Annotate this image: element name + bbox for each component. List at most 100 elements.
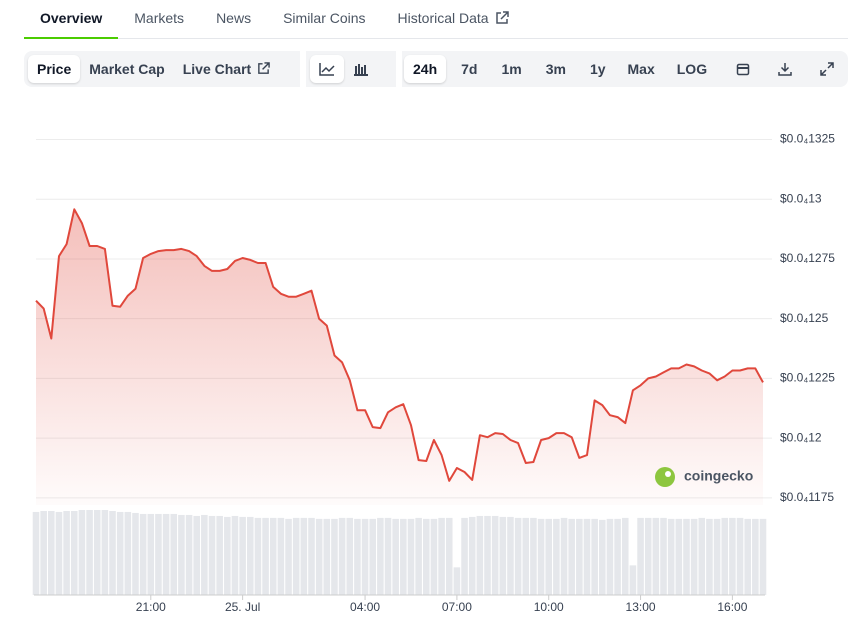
- range-button[interactable]: Max: [627, 61, 655, 77]
- candle-icon: [354, 64, 368, 76]
- volume-bar: [553, 518, 560, 595]
- range-button[interactable]: 24h: [404, 55, 447, 83]
- volume-bar: [606, 518, 614, 595]
- x-tick-label: 07:00: [442, 600, 472, 614]
- tab[interactable]: News: [216, 10, 252, 26]
- volume-bar: [568, 518, 575, 595]
- volume-bar: [522, 517, 530, 595]
- tab[interactable]: Overview: [24, 0, 119, 39]
- button-label: Live Chart: [182, 61, 252, 77]
- volume-bar: [530, 517, 537, 595]
- volume-bar: [109, 510, 116, 595]
- volume-bar: [155, 513, 162, 595]
- volume-bar: [614, 518, 621, 595]
- range-button[interactable]: 7d: [461, 61, 478, 77]
- volume-bar: [560, 517, 568, 595]
- volume-bar: [392, 518, 399, 595]
- volume-bar: [476, 515, 484, 595]
- volume-bar: [468, 516, 476, 595]
- volume-bar: [637, 517, 644, 595]
- fullscreen-button[interactable]: [810, 55, 844, 83]
- volume-bar: [254, 517, 262, 595]
- volume-bar: [445, 517, 453, 595]
- y-tick-label: $0.0₄1275: [780, 251, 835, 265]
- range-button[interactable]: 1m: [501, 61, 522, 77]
- tab[interactable]: Markets: [134, 10, 185, 26]
- volume-bar: [124, 511, 132, 595]
- watermark: coingecko: [655, 467, 753, 487]
- volume-bar: [139, 513, 147, 595]
- separator: [300, 51, 306, 87]
- volume-bar: [422, 518, 430, 595]
- x-tick-label: 25. Jul: [225, 600, 260, 614]
- volume-bar: [70, 510, 78, 595]
- y-tick-label: $0.0₄1225: [780, 371, 835, 385]
- y-tick-label: $0.0₄1325: [780, 132, 835, 146]
- x-tick-label: 21:00: [136, 600, 166, 614]
- volume-bar: [744, 518, 751, 595]
- range-button[interactable]: 1y: [589, 61, 606, 77]
- tab[interactable]: Historical Data: [382, 0, 526, 37]
- volume-bar: [591, 518, 598, 595]
- volume-bar: [93, 510, 101, 595]
- volume-bar: [331, 518, 338, 595]
- volume-bar: [292, 517, 300, 595]
- volume-bar: [78, 510, 86, 595]
- calendar-icon: [736, 63, 750, 76]
- download-icon: [778, 63, 792, 76]
- volume-bar: [652, 517, 660, 595]
- volume-bar: [101, 510, 109, 595]
- volume-bar: [644, 517, 652, 595]
- calendar-button[interactable]: [726, 55, 760, 83]
- volume-bar: [690, 518, 698, 595]
- x-tick-label: 13:00: [626, 600, 656, 614]
- volume-bar: [736, 517, 744, 595]
- volume-bar: [461, 517, 468, 595]
- download-button[interactable]: [768, 55, 802, 83]
- volume-bar: [55, 511, 63, 595]
- volume-bar: [346, 517, 354, 595]
- volume-bar: [599, 519, 606, 595]
- volume-bar: [239, 516, 246, 595]
- volume-bar: [706, 518, 713, 595]
- volume-bar: [759, 518, 767, 595]
- view-button[interactable]: Market Cap: [89, 61, 165, 77]
- view-button[interactable]: Live Chart: [174, 55, 279, 83]
- volume-bar: [162, 513, 170, 595]
- chart-style-group: [310, 54, 378, 84]
- price-line: [35, 208, 764, 482]
- volume-bar: [147, 513, 155, 595]
- x-tick-label: 04:00: [350, 600, 380, 614]
- range-button[interactable]: 3m: [545, 61, 566, 77]
- range-group: 24h 7d 1m 3m 1y Max LOG: [404, 54, 844, 84]
- volume-bar: [224, 516, 231, 595]
- volume-bar: [277, 517, 285, 595]
- candle-chart-button[interactable]: [344, 55, 378, 83]
- volume-bar: [262, 517, 269, 595]
- y-tick-label: $0.0₄12: [780, 430, 822, 444]
- volume-bar: [537, 518, 545, 595]
- volume-bar: [499, 516, 507, 595]
- line-icon: [319, 63, 335, 76]
- tab[interactable]: Similar Coins: [283, 10, 366, 26]
- volume-bar: [507, 516, 514, 595]
- volume-bar: [269, 517, 277, 595]
- volume-bar: [514, 517, 522, 595]
- volume-bar: [415, 517, 422, 595]
- separator: [396, 51, 402, 87]
- log-button[interactable]: LOG: [676, 61, 708, 77]
- volume-bar: [354, 518, 361, 595]
- x-tick-label: 10:00: [534, 600, 564, 614]
- volume-bar: [621, 517, 629, 595]
- volume-bar: [300, 517, 308, 595]
- volume-bar: [698, 517, 706, 595]
- volume-bar: [216, 515, 223, 595]
- volume-bar: [583, 518, 591, 595]
- volume-bar: [660, 517, 667, 595]
- volume-bar: [315, 518, 323, 595]
- view-button[interactable]: Price: [28, 55, 81, 83]
- line-chart-button[interactable]: [310, 55, 344, 83]
- volume-bar: [170, 513, 178, 595]
- area: [36, 209, 763, 506]
- volume-bar: [40, 510, 47, 595]
